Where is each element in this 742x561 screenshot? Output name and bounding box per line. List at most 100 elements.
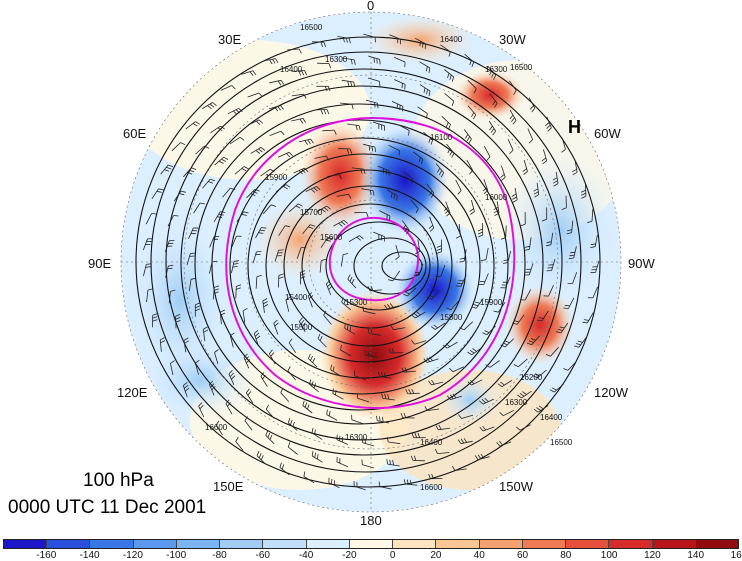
wind-barb — [142, 238, 153, 251]
wind-barb — [549, 383, 564, 393]
wind-barb — [159, 337, 166, 352]
wind-barb — [256, 450, 266, 465]
contour-label: 16300 — [345, 433, 368, 442]
wind-barb — [417, 106, 428, 119]
wind-barb — [458, 414, 474, 419]
wind-barb — [463, 129, 472, 144]
wind-barb — [411, 311, 426, 319]
wind-barb — [400, 412, 415, 419]
wind-barb — [446, 393, 462, 400]
wind-barb — [300, 270, 306, 285]
wind-barb — [213, 211, 226, 223]
colorbar-segment — [47, 540, 91, 548]
wind-barb — [167, 215, 179, 227]
wind-barb — [332, 388, 344, 400]
wind-barb — [274, 249, 284, 262]
wind-barb — [543, 285, 554, 297]
wind-barb — [330, 364, 342, 377]
wind-barb — [336, 193, 352, 199]
colorbar-segment — [479, 540, 523, 548]
wind-barb — [186, 252, 196, 266]
colorbar-tick-label: 120 — [644, 550, 661, 561]
wind-barb — [471, 298, 484, 309]
wind-barb — [541, 207, 548, 222]
wind-barb — [413, 263, 424, 276]
wind-barb — [311, 41, 326, 48]
graticule — [120, 11, 622, 513]
wind-barb — [291, 118, 307, 124]
wind-barb — [459, 321, 474, 331]
wind-barb — [373, 231, 385, 242]
wind-barb — [168, 289, 176, 304]
wind-barb — [263, 204, 277, 214]
wind-barb — [308, 353, 318, 368]
wind-barb — [298, 317, 306, 333]
wind-barb — [367, 285, 382, 292]
high-pressure-marker: H — [568, 117, 581, 137]
wind-barb — [398, 124, 410, 136]
wind-barb — [443, 341, 458, 349]
wind-barb — [152, 313, 158, 328]
colorbar-segment — [263, 540, 307, 548]
longitude-label-120e: 120E — [117, 385, 148, 400]
colorbar-tick-label: 80 — [560, 550, 572, 561]
wind-barb — [580, 184, 587, 199]
wind-barb — [344, 323, 356, 335]
colorbar-tick-label: -40 — [298, 550, 314, 561]
wind-barb — [363, 33, 376, 43]
wind-barb — [336, 434, 348, 445]
wind-barb — [428, 216, 435, 232]
colorbar-tick-label: 140 — [687, 550, 705, 561]
wind-barb — [590, 260, 600, 274]
wind-barb — [353, 481, 366, 491]
wind-barb — [524, 237, 532, 251]
wind-barb — [288, 203, 303, 213]
wind-barb — [367, 77, 381, 87]
colorbar-tick-label: -160 — [36, 550, 57, 561]
colorbar-segment — [90, 540, 134, 548]
wind-barb — [419, 61, 431, 73]
wind-barb — [561, 137, 566, 153]
wind-barb — [182, 382, 190, 398]
longitude-label-90w: 90W — [628, 256, 655, 271]
colorbar-segment — [609, 540, 653, 548]
wind-barb — [582, 312, 594, 324]
wind-barb — [164, 240, 175, 252]
wind-barb — [325, 280, 333, 296]
wind-barb — [236, 211, 249, 223]
wind-barb — [378, 371, 392, 379]
timestamp-title: 0000 UTC 11 Dec 2001 — [8, 497, 207, 518]
wind-barb — [213, 285, 220, 300]
colorbar-tick-label: 40 — [473, 550, 485, 561]
wind-barb — [526, 335, 540, 346]
wind-barb — [496, 441, 512, 447]
wind-barb — [342, 57, 356, 65]
wind-barb — [336, 456, 349, 468]
wind-barb — [500, 225, 507, 240]
colorbar-segment — [306, 540, 350, 548]
wind-barb — [587, 209, 594, 224]
wind-barb — [497, 379, 513, 388]
longitude-label-60e: 60E — [123, 126, 147, 141]
contour-label: 16600 — [205, 423, 228, 432]
wind-barb — [545, 116, 552, 132]
wind-barb — [517, 390, 532, 399]
longitude-label-180: 180 — [360, 513, 382, 528]
wind-barb — [533, 182, 540, 198]
wind-barb — [572, 160, 578, 176]
colorbar-segment — [220, 540, 264, 548]
wind-barb — [357, 393, 370, 403]
wind-barb — [277, 151, 293, 158]
wind-barb — [210, 125, 225, 134]
colorbar-tick-label: -20 — [342, 550, 357, 561]
wind-barb — [532, 369, 547, 379]
wind-barb — [520, 289, 532, 301]
wind-barb — [386, 437, 401, 445]
colorbar-segment — [522, 540, 567, 548]
longitude-label-150w: 150W — [499, 479, 533, 494]
wind-barb — [500, 338, 515, 348]
wind-barb — [354, 212, 369, 218]
wind-barb — [347, 274, 357, 289]
wind-barb — [457, 438, 473, 445]
